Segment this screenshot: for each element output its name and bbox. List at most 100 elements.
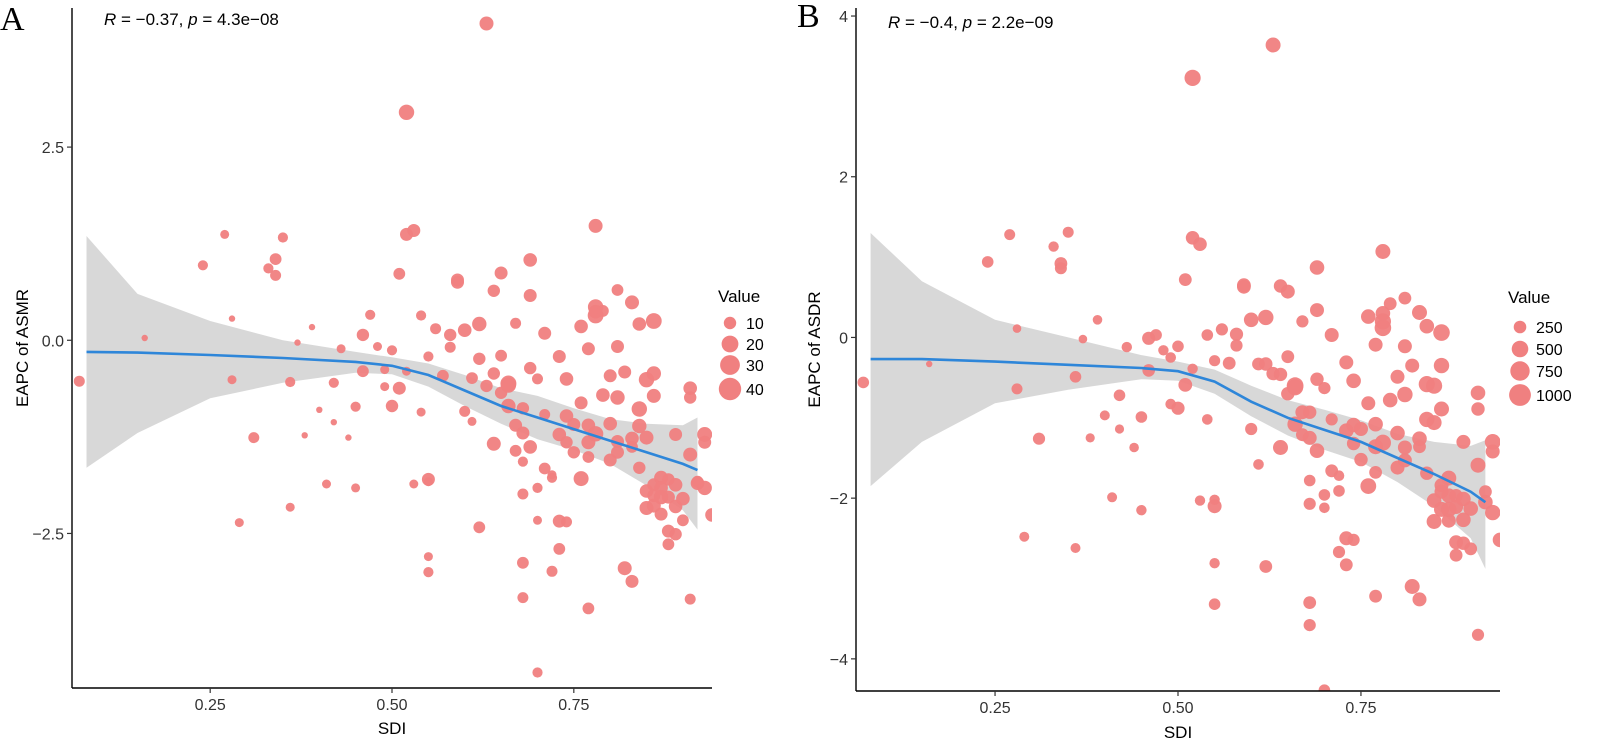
data-point	[1339, 558, 1353, 572]
data-point	[1412, 305, 1427, 320]
data-point	[1281, 350, 1295, 364]
data-point	[277, 232, 288, 243]
data-point	[611, 284, 624, 296]
data-point	[487, 284, 500, 297]
data-point	[1121, 341, 1133, 353]
data-point	[1258, 309, 1274, 326]
data-point	[523, 289, 537, 302]
data-point	[698, 435, 712, 449]
legend-key	[723, 316, 737, 330]
data-point	[1492, 532, 1500, 548]
data-point	[1273, 367, 1288, 382]
data-point	[1433, 357, 1450, 374]
data-point	[1404, 579, 1420, 594]
data-point	[517, 488, 529, 500]
y-tick-label: −2.5	[32, 526, 64, 543]
data-point	[1178, 378, 1193, 392]
legend-key	[720, 355, 740, 375]
data-point	[1382, 392, 1398, 408]
data-point	[423, 567, 434, 578]
data-point	[677, 514, 689, 527]
data-point	[926, 360, 933, 368]
data-point	[632, 317, 647, 331]
data-point	[1339, 355, 1354, 370]
data-point	[1507, 452, 1522, 467]
data-point	[285, 502, 295, 512]
data-point	[1375, 244, 1391, 259]
data-point	[1514, 486, 1529, 501]
data-point	[1201, 329, 1214, 341]
data-point	[553, 543, 566, 555]
data-point	[466, 372, 478, 384]
data-point	[1419, 318, 1435, 334]
data-point	[561, 516, 572, 528]
data-point	[646, 388, 661, 403]
legend-key	[1510, 361, 1530, 381]
data-point	[487, 367, 500, 380]
data-point	[646, 366, 661, 381]
data-point	[73, 375, 85, 387]
data-point	[1172, 340, 1184, 353]
data-point	[1142, 364, 1155, 377]
data-point	[141, 334, 148, 342]
data-point	[1551, 446, 1566, 461]
data-point	[1318, 684, 1331, 691]
data-point	[574, 396, 588, 410]
data-point	[430, 323, 442, 335]
data-point	[1070, 543, 1081, 553]
data-point	[588, 218, 603, 233]
data-point	[1222, 356, 1236, 370]
data-point	[1287, 379, 1304, 396]
data-point	[546, 565, 558, 577]
data-point	[1456, 512, 1471, 528]
data-point	[1361, 309, 1376, 324]
data-point	[662, 538, 675, 551]
data-point	[479, 16, 494, 31]
data-point	[1273, 440, 1288, 455]
data-point	[516, 426, 530, 440]
legend-label: 10	[746, 316, 764, 333]
data-point	[676, 491, 690, 506]
data-point	[1099, 410, 1110, 421]
x-tick-label: 0.75	[558, 697, 589, 714]
data-point	[1426, 514, 1442, 529]
data-point	[473, 352, 486, 365]
data-point	[451, 273, 464, 287]
data-point	[611, 340, 624, 353]
data-point	[1346, 373, 1361, 389]
data-point	[669, 428, 683, 441]
legend-label: 500	[1536, 342, 1563, 359]
data-point	[1171, 401, 1185, 415]
data-point	[538, 326, 552, 340]
data-point	[532, 482, 543, 493]
data-point	[197, 260, 208, 271]
data-point	[517, 592, 529, 604]
data-point	[1062, 226, 1074, 238]
data-point	[1135, 411, 1148, 423]
y-tick-label: 0	[839, 330, 848, 347]
annotation-p-value: = 4.3e−08	[198, 10, 279, 29]
data-point	[1237, 278, 1251, 293]
data-point	[617, 561, 632, 576]
data-point	[220, 229, 230, 239]
data-point	[1456, 434, 1471, 449]
data-point	[1243, 312, 1259, 328]
legend-key	[1513, 320, 1527, 334]
data-point	[1354, 422, 1368, 436]
data-point	[857, 376, 870, 389]
data-point	[416, 310, 427, 321]
data-point	[720, 439, 734, 453]
x-tick-label: 0.50	[1162, 700, 1193, 717]
data-point	[597, 305, 609, 317]
data-point	[618, 365, 632, 379]
annotation-r-label: R	[888, 13, 900, 32]
data-point	[632, 418, 647, 434]
data-point	[1347, 533, 1360, 547]
data-point	[705, 508, 712, 522]
legend-label: 1000	[1536, 388, 1572, 405]
panel-b: B 0.25 0.50 0.75 4 2 0 −2 −4 SDI EAPC of ASDR R = −…	[797, 0, 1572, 742]
annotation-r-value: = −0.4,	[900, 13, 962, 32]
data-point	[1004, 229, 1016, 241]
data-point	[1259, 560, 1273, 573]
data-point	[582, 451, 595, 463]
